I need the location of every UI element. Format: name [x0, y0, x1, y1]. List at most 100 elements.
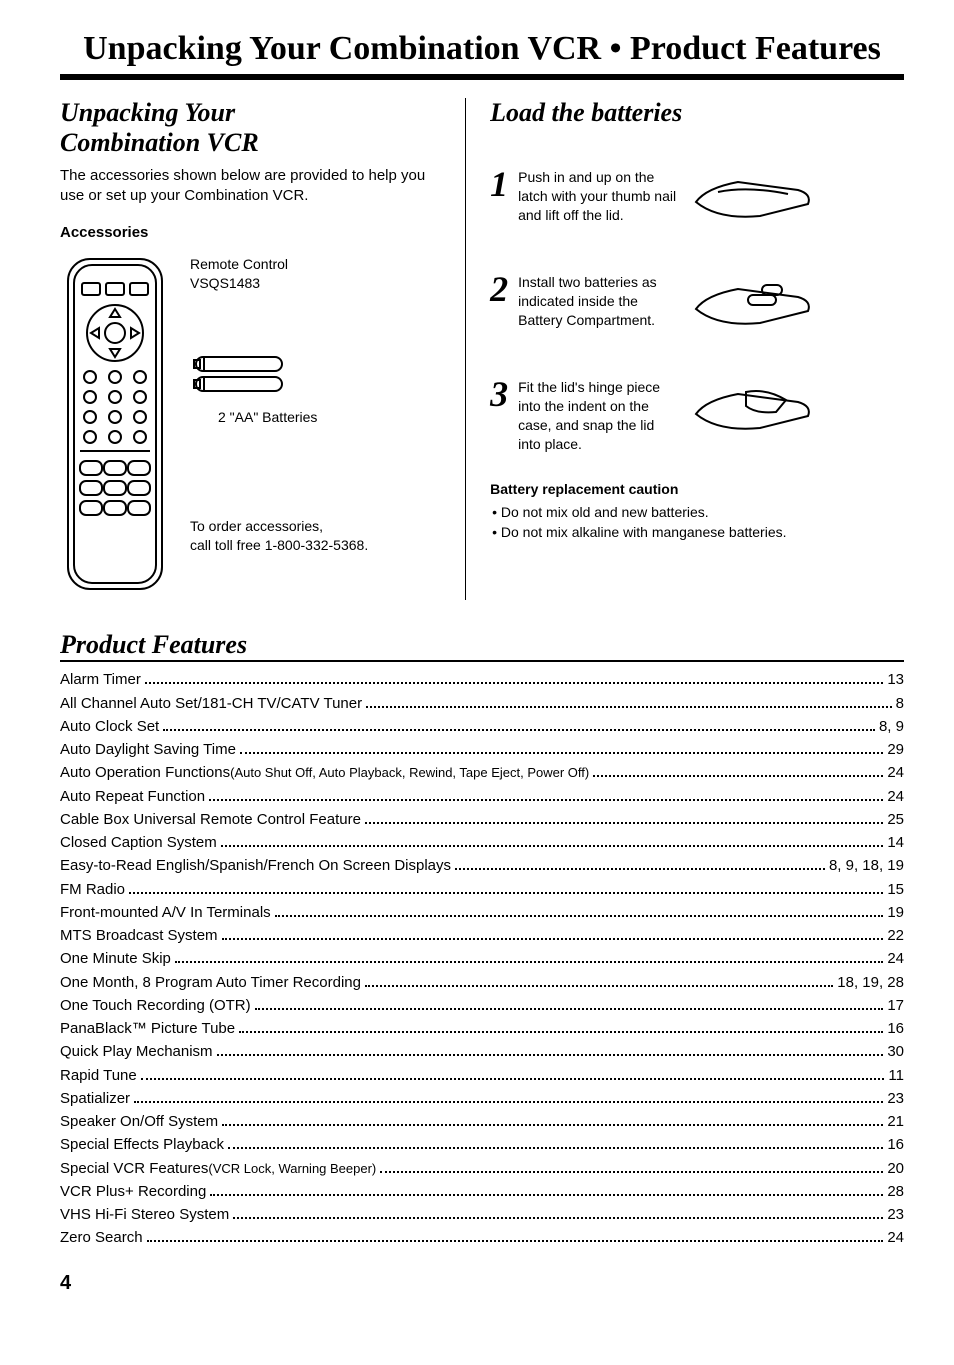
feature-row: Closed Caption System 14 [60, 831, 904, 854]
feature-dots [233, 1207, 883, 1219]
feature-label: Easy-to-Read English/Spanish/French On S… [60, 854, 451, 877]
feature-row: Quick Play Mechanism 30 [60, 1040, 904, 1063]
feature-page: 30 [887, 1040, 904, 1063]
feature-dots [228, 1137, 883, 1149]
feature-label: All Channel Auto Set/181-CH TV/CATV Tune… [60, 692, 362, 715]
feature-label: Front-mounted A/V In Terminals [60, 901, 271, 924]
feature-dots [365, 812, 883, 824]
page-title: Unpacking Your Combination VCR • Product… [60, 30, 904, 68]
product-features-list: Alarm Timer 13 All Channel Auto Set/181-C… [60, 668, 904, 1249]
feature-page: 8, 9 [879, 715, 904, 738]
remote-label-line1: Remote Control [190, 256, 288, 272]
feature-label: Cable Box Universal Remote Control Featu… [60, 808, 361, 831]
feature-row: One Minute Skip 24 [60, 947, 904, 970]
feature-label: Zero Search [60, 1226, 143, 1249]
feature-page: 13 [887, 668, 904, 691]
feature-page: 20 [887, 1157, 904, 1180]
feature-page: 24 [887, 1226, 904, 1249]
feature-dots [163, 719, 875, 731]
feature-page: 16 [887, 1133, 904, 1156]
order-line1: To order accessories, [190, 518, 323, 534]
feature-label: Auto Operation Functions [60, 761, 230, 784]
feature-page: 24 [887, 947, 904, 970]
feature-dots [593, 765, 883, 777]
feature-row: Front-mounted A/V In Terminals 19 [60, 901, 904, 924]
feature-label: Special Effects Playback [60, 1133, 224, 1156]
title-rule [60, 74, 904, 80]
feature-dots [221, 835, 884, 847]
batteries-block: 2 "AA" Batteries [190, 353, 445, 427]
feature-row: MTS Broadcast System 22 [60, 924, 904, 947]
feature-dots [240, 742, 883, 754]
step-3-number: 3 [490, 378, 518, 410]
feature-label: Alarm Timer [60, 668, 141, 691]
step-1-illustration [688, 168, 818, 233]
feature-dots [275, 905, 884, 917]
feature-row: Spatializer 23 [60, 1087, 904, 1110]
step-3-text: Fit the lid's hinge piece into the inden… [518, 378, 688, 454]
feature-page: 19 [887, 901, 904, 924]
feature-page: 16 [887, 1017, 904, 1040]
feature-label: One Minute Skip [60, 947, 171, 970]
remote-label: Remote Control VSQS1483 [190, 255, 445, 293]
step-2-text: Install two batteries as indicated insid… [518, 273, 688, 330]
heading-line2: Combination VCR [60, 128, 259, 157]
feature-note: (Auto Shut Off, Auto Playback, Rewind, T… [230, 763, 589, 783]
feature-label: MTS Broadcast System [60, 924, 218, 947]
feature-page: 8, 9, 18, 19 [829, 854, 904, 877]
remote-label-line2: VSQS1483 [190, 275, 260, 291]
feature-label: Closed Caption System [60, 831, 217, 854]
step-1-text: Push in and up on the latch with your th… [518, 168, 688, 225]
feature-label: One Month, 8 Program Auto Timer Recordin… [60, 971, 361, 994]
feature-dots [210, 1184, 883, 1196]
feature-dots [134, 1091, 883, 1103]
feature-label: Auto Daylight Saving Time [60, 738, 236, 761]
feature-dots [209, 789, 883, 801]
step-2: 2 Install two batteries as indicated ins… [490, 273, 904, 338]
feature-label: Speaker On/Off System [60, 1110, 218, 1133]
feature-page: 25 [887, 808, 904, 831]
caution-item-2: • Do not mix alkaline with manganese bat… [490, 522, 904, 542]
feature-row: One Touch Recording (OTR) 17 [60, 994, 904, 1017]
feature-row: PanaBlack™ Picture Tube 16 [60, 1017, 904, 1040]
column-left: Unpacking Your Combination VCR The acces… [60, 98, 465, 600]
order-line2: call toll free 1-800-332-5368. [190, 537, 368, 553]
feature-page: 18, 19, 28 [837, 971, 904, 994]
feature-page: 29 [887, 738, 904, 761]
feature-dots [175, 951, 883, 963]
feature-row: FM Radio 15 [60, 878, 904, 901]
load-batteries-heading: Load the batteries [490, 98, 904, 128]
feature-dots [455, 858, 825, 870]
caution-block: Battery replacement caution • Do not mix… [490, 479, 904, 542]
feature-page: 24 [887, 785, 904, 808]
page-number: 4 [60, 1272, 904, 1295]
feature-label: VCR Plus+ Recording [60, 1180, 206, 1203]
feature-dots [239, 1021, 883, 1033]
feature-page: 24 [887, 761, 904, 784]
feature-row: Special VCR Features (VCR Lock, Warning … [60, 1157, 904, 1180]
two-column-layout: Unpacking Your Combination VCR The acces… [60, 98, 904, 600]
feature-dots [255, 998, 884, 1010]
accessories-block: Remote Control VSQS1483 [60, 255, 445, 600]
feature-label: Quick Play Mechanism [60, 1040, 213, 1063]
remote-control-illustration [60, 255, 170, 600]
feature-page: 23 [887, 1087, 904, 1110]
product-features-heading: Product Features [60, 630, 904, 662]
feature-page: 23 [887, 1203, 904, 1226]
feature-label: FM Radio [60, 878, 125, 901]
feature-row: Zero Search 24 [60, 1226, 904, 1249]
feature-row: VCR Plus+ Recording 28 [60, 1180, 904, 1203]
caution-item-1: • Do not mix old and new batteries. [490, 502, 904, 522]
step-1-number: 1 [490, 168, 518, 200]
feature-row: All Channel Auto Set/181-CH TV/CATV Tune… [60, 692, 904, 715]
feature-page: 22 [887, 924, 904, 947]
caution-title: Battery replacement caution [490, 479, 904, 499]
feature-dots [217, 1044, 884, 1056]
feature-note: (VCR Lock, Warning Beeper) [208, 1159, 376, 1179]
feature-row: Auto Repeat Function 24 [60, 785, 904, 808]
feature-page: 11 [888, 1064, 904, 1087]
feature-label: One Touch Recording (OTR) [60, 994, 251, 1017]
step-3: 3 Fit the lid's hinge piece into the ind… [490, 378, 904, 454]
accessories-subheading: Accessories [60, 224, 445, 241]
step-3-illustration [688, 378, 818, 443]
